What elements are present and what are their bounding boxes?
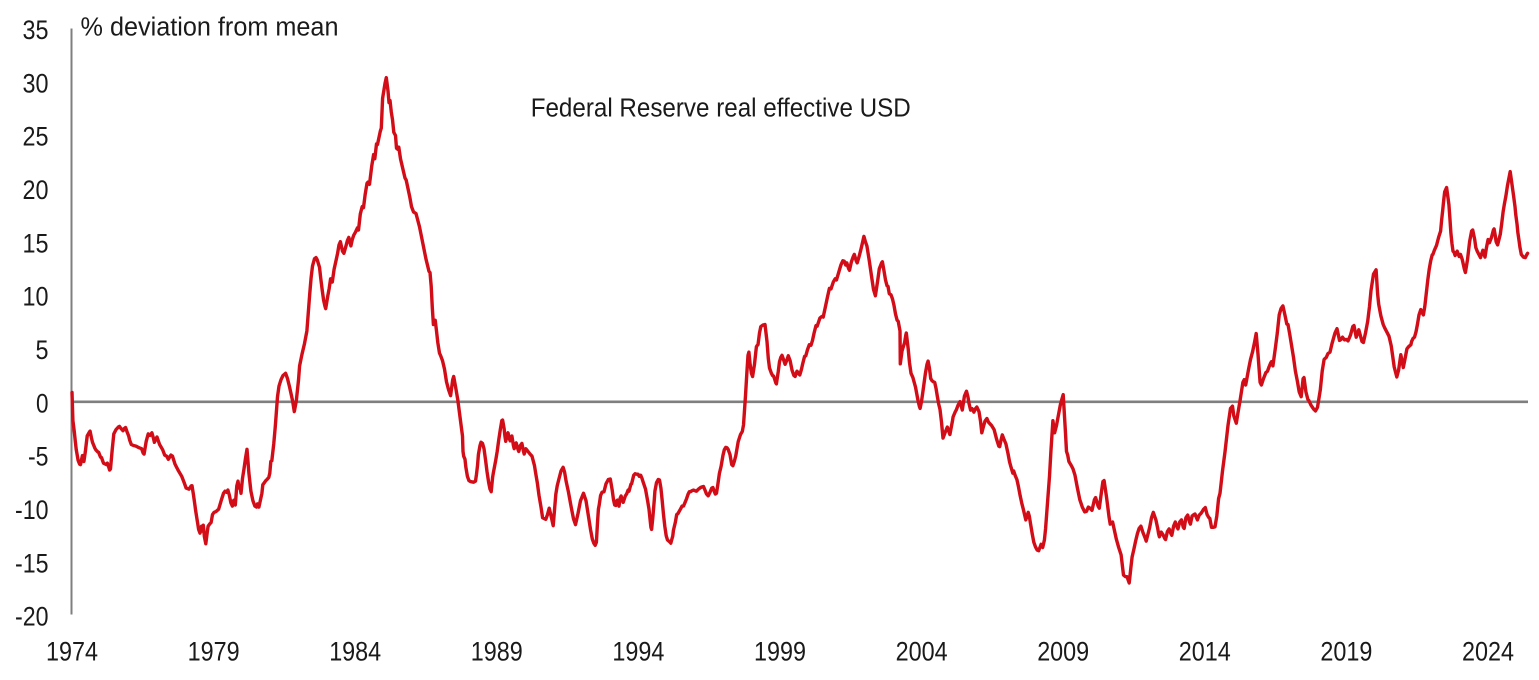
svg-text:% deviation from mean: % deviation from mean [81,14,339,42]
svg-text:1979: 1979 [188,637,240,667]
svg-text:-5: -5 [28,442,49,472]
svg-text:2024: 2024 [1462,637,1514,667]
svg-text:35: 35 [23,15,49,45]
svg-text:1994: 1994 [612,637,664,667]
svg-text:2004: 2004 [896,637,948,667]
svg-text:-20: -20 [15,602,49,632]
svg-text:2009: 2009 [1037,637,1089,667]
svg-text:5: 5 [36,335,49,365]
svg-text:1984: 1984 [329,637,381,667]
svg-text:10: 10 [23,282,49,312]
svg-text:0: 0 [36,388,49,418]
svg-text:15: 15 [23,228,49,258]
svg-text:-10: -10 [15,495,49,525]
svg-text:-15: -15 [15,548,49,578]
svg-text:2014: 2014 [1179,637,1231,667]
svg-text:1974: 1974 [46,637,98,667]
svg-text:2019: 2019 [1320,637,1372,667]
svg-text:Federal Reserve real effective: Federal Reserve real effective USD [531,95,911,123]
svg-text:20: 20 [23,175,49,205]
svg-text:1999: 1999 [754,637,806,667]
svg-text:25: 25 [23,122,49,152]
svg-text:1989: 1989 [471,637,523,667]
svg-text:30: 30 [23,68,49,98]
